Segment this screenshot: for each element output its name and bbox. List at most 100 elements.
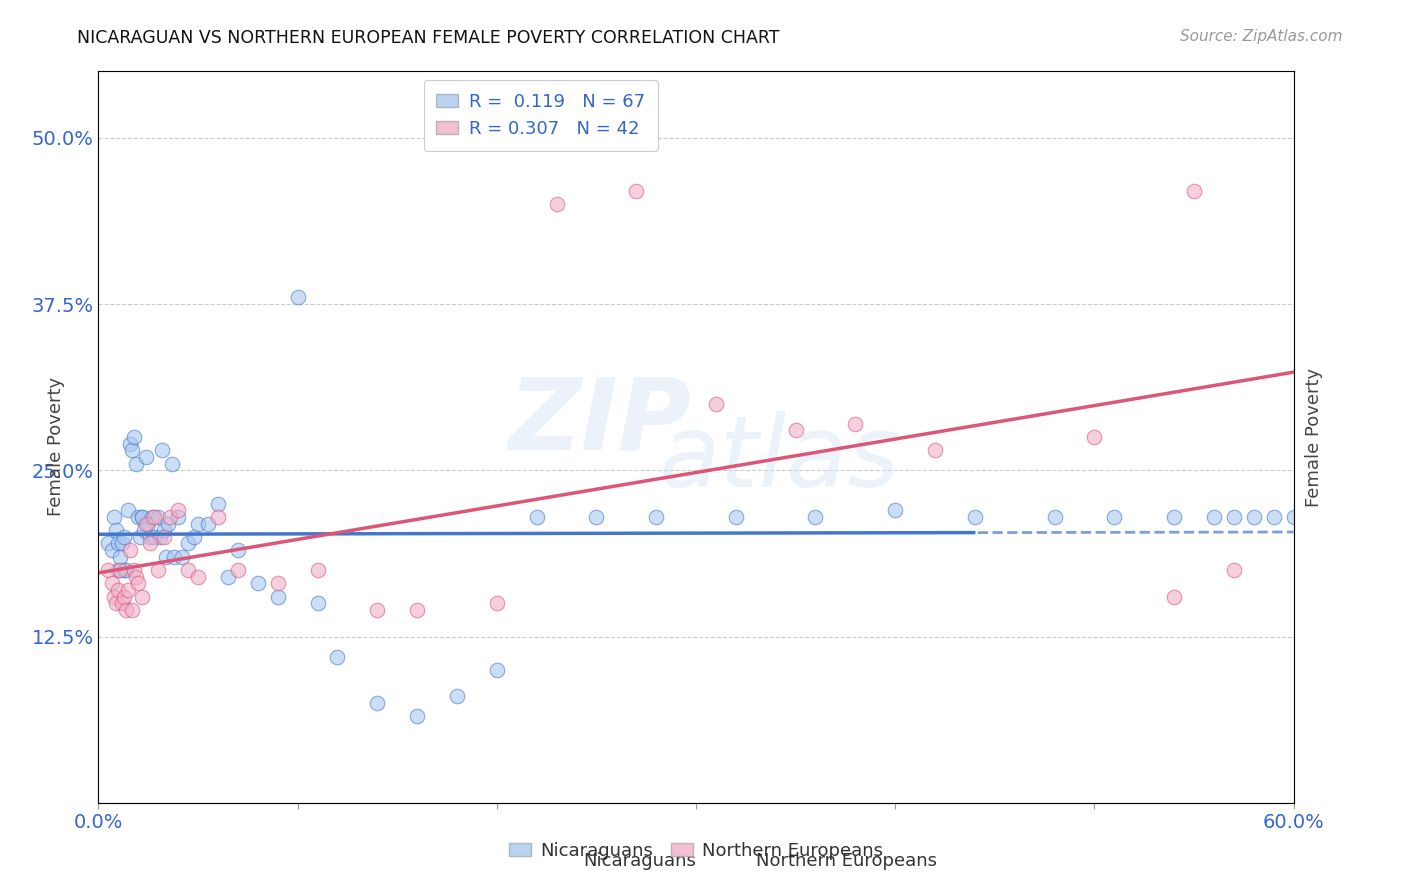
Point [131,590,153,604]
Point [120,543,142,558]
Text: NICARAGUAN VS NORTHERN EUROPEAN FEMALE POVERTY CORRELATION CHART: NICARAGUAN VS NORTHERN EUROPEAN FEMALE P… [77,29,780,46]
Point [159,509,181,524]
Point [326,649,349,664]
Point [724,509,747,524]
Point [139,536,162,550]
Point [121,603,143,617]
Point [105,523,128,537]
Point [1202,509,1225,524]
Point [115,603,138,617]
Text: atlas: atlas [659,410,900,508]
Point [111,596,134,610]
Point [112,563,135,577]
Point [135,450,157,464]
Point [107,536,129,550]
Point [115,563,138,577]
Point [626,184,648,198]
Point [117,503,139,517]
Point [110,549,132,564]
Point [844,417,866,431]
Point [135,516,157,531]
Point [139,530,162,544]
Point [217,570,239,584]
Point [963,509,986,524]
Point [97,563,120,577]
Point [148,509,170,524]
Point [585,509,607,524]
Point [187,516,209,531]
Point [924,443,946,458]
Point [785,424,807,438]
Point [406,603,429,617]
Point [117,582,139,597]
Point [163,549,186,564]
Point [125,570,148,584]
Point [136,516,159,531]
Point [1282,509,1305,524]
Legend: Nicaraguans, Northern Europeans: Nicaraguans, Northern Europeans [502,835,890,867]
Point [149,530,172,544]
Point [103,590,125,604]
Point [1263,509,1285,524]
Point [127,509,149,524]
Point [546,197,568,211]
Point [177,563,200,577]
Point [1243,509,1265,524]
Point [167,503,190,517]
Point [101,576,124,591]
Point [131,509,153,524]
Point [111,536,134,550]
Point [1043,509,1066,524]
Point [124,563,146,577]
Text: Source: ZipAtlas.com: Source: ZipAtlas.com [1180,29,1343,44]
Point [1223,509,1246,524]
Point [167,509,190,524]
Point [172,549,194,564]
Point [226,543,249,558]
Point [307,563,329,577]
Point [153,530,176,544]
Point [366,696,388,710]
Point [155,549,177,564]
Point [406,709,429,723]
Point [645,509,668,524]
Point [187,570,209,584]
Point [97,536,120,550]
Text: Nicaraguans: Nicaraguans [583,853,696,871]
Point [267,576,290,591]
Point [120,436,142,450]
Point [143,530,166,544]
Point [207,509,229,524]
Point [107,582,129,597]
Point [112,590,135,604]
Text: ZIP: ZIP [509,374,692,471]
Point [101,543,124,558]
Point [1223,563,1246,577]
Point [110,563,132,577]
Point [307,596,329,610]
Point [125,457,148,471]
Point [129,530,152,544]
Point [1163,509,1185,524]
Point [112,530,135,544]
Point [183,530,205,544]
Point [103,509,125,524]
Point [153,523,176,537]
Point [884,503,907,517]
Point [121,443,143,458]
Point [160,457,183,471]
Point [134,523,156,537]
Point [1163,590,1185,604]
Point [1182,184,1205,198]
Text: Female Poverty: Female Poverty [48,376,65,516]
Point [366,603,388,617]
Point [124,430,146,444]
Point [1104,509,1126,524]
Point [446,690,468,704]
Point [131,509,153,524]
Point [526,509,548,524]
Point [150,443,173,458]
Point [485,596,508,610]
Point [177,536,200,550]
Point [127,576,149,591]
